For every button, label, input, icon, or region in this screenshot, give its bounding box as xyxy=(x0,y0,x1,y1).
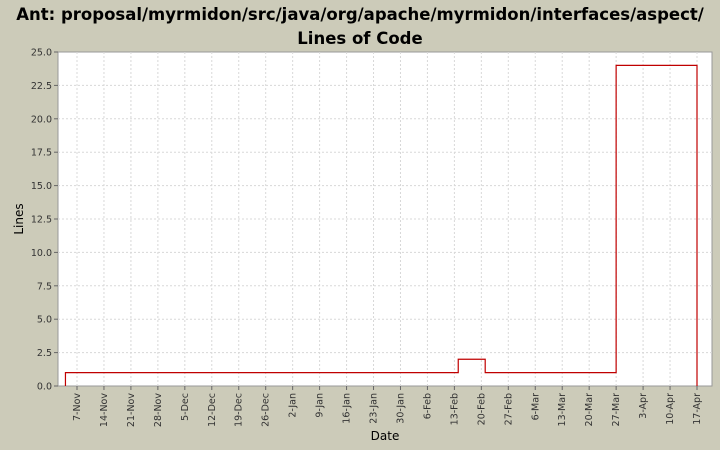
x-tick-label: 27-Feb xyxy=(503,393,514,425)
y-tick-label: 12.5 xyxy=(31,215,52,226)
y-tick-label: 0.0 xyxy=(37,382,52,393)
plot-area xyxy=(57,51,713,387)
x-tick-label: 6-Feb xyxy=(422,393,433,419)
y-tick-label: 2.5 xyxy=(37,348,52,359)
y-tick-label: 22.5 xyxy=(31,81,52,92)
x-tick-label: 10-Apr xyxy=(665,393,676,425)
series-layer xyxy=(64,64,698,386)
y-tick-label: 15.0 xyxy=(31,181,52,192)
x-tick-label: 3-Apr xyxy=(638,393,649,419)
grid-lines xyxy=(58,52,712,386)
x-tick-label: 9-Jan xyxy=(315,393,326,418)
x-tick-label: 17-Apr xyxy=(692,393,703,425)
y-axis: 0.0 2.5 5.0 7.5 10.0 12.5 15.0 17.5 20.0 22.5 25.0 xyxy=(31,48,58,393)
series-line xyxy=(64,64,698,386)
y-tick-label: 25.0 xyxy=(31,48,52,59)
x-axis: 7-Nov 14-Nov 21-Nov 28-Nov 5-Dec 12-Dec 19-Dec… xyxy=(72,386,703,427)
x-tick-label: 7-Nov xyxy=(72,393,83,421)
y-tick-label: 20.0 xyxy=(31,114,52,125)
y-tick-label: 7.5 xyxy=(37,281,52,292)
x-tick-label: 13-Mar xyxy=(557,393,568,427)
x-tick-label: 12-Dec xyxy=(207,393,218,427)
y-tick-label: 10.0 xyxy=(31,248,52,259)
x-tick-label: 5-Dec xyxy=(180,393,191,421)
x-tick-label: 27-Mar xyxy=(611,393,622,427)
y-axis-title: Lines xyxy=(12,203,26,234)
y-tick-label: 17.5 xyxy=(31,148,52,159)
x-tick-label: 16-Jan xyxy=(342,393,353,424)
x-tick-label: 6-Mar xyxy=(530,393,541,420)
x-tick-label: 2-Jan xyxy=(288,393,299,418)
x-tick-label: 20-Feb xyxy=(476,393,487,425)
x-tick-label: 21-Nov xyxy=(126,393,137,427)
x-tick-label: 14-Nov xyxy=(99,393,110,427)
x-tick-label: 28-Nov xyxy=(153,393,164,427)
x-axis-title: Date xyxy=(371,429,400,443)
x-tick-label: 26-Dec xyxy=(261,393,272,427)
x-tick-label: 30-Jan xyxy=(395,393,406,424)
x-tick-label: 23-Jan xyxy=(369,393,380,424)
x-tick-label: 19-Dec xyxy=(234,393,245,427)
y-tick-label: 5.0 xyxy=(37,315,52,326)
chart-title: Ant: proposal/myrmidon/src/java/org/apac… xyxy=(16,5,704,48)
x-tick-label: 13-Feb xyxy=(449,393,460,425)
x-tick-label: 20-Mar xyxy=(584,393,595,427)
